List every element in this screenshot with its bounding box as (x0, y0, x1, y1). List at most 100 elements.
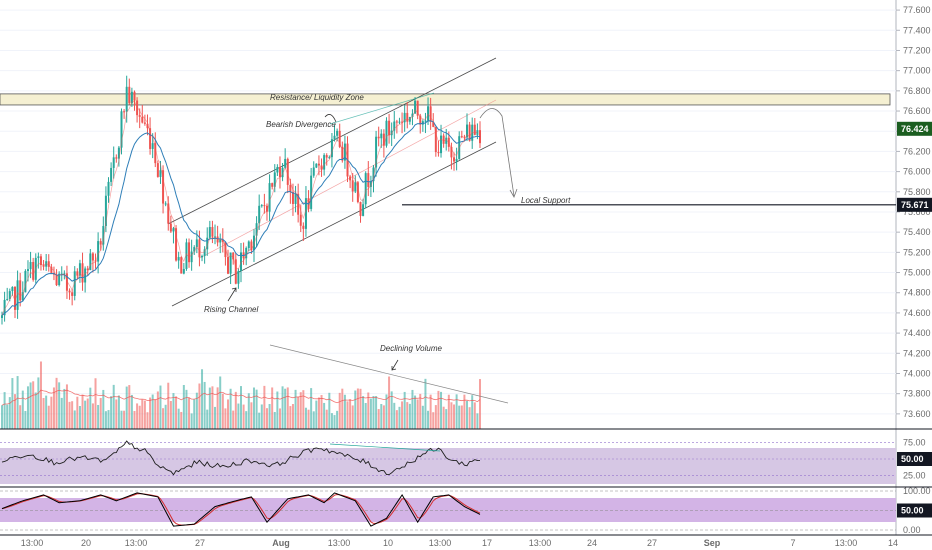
price-tick-label: 75.200 (903, 247, 931, 257)
time-tick-label: 13:00 (21, 538, 44, 548)
candle-body (442, 135, 445, 144)
candle-body (3, 299, 6, 316)
volume-bar (107, 410, 110, 429)
volume-bar (159, 385, 162, 429)
candle-body (375, 136, 378, 168)
candle-body (281, 167, 284, 178)
candle-body (299, 214, 302, 226)
price-tick-label: 74.400 (903, 328, 931, 338)
time-tick-label: 24 (587, 538, 597, 548)
candle-body (437, 152, 440, 154)
volume-bar (297, 396, 300, 429)
candle-body (195, 239, 198, 248)
volume-bar (416, 399, 419, 429)
time-axis[interactable]: 13:00 20 13:00 27 Aug 13:00 10 13:00 17 13:00 24 27… (21, 538, 898, 548)
candle-body (408, 116, 411, 122)
volume-bar (258, 412, 261, 429)
ema-line-blue (1, 120, 481, 316)
candle-body (260, 205, 263, 207)
price-tick-label: 73.800 (903, 389, 931, 399)
volume-bar (185, 389, 188, 429)
candle-body (429, 106, 432, 122)
candle-body (117, 147, 120, 159)
volume-bar (302, 390, 305, 429)
volume-bar (411, 389, 414, 429)
candle-body (13, 286, 16, 310)
volume-bar (252, 387, 255, 429)
candle-body (240, 252, 242, 271)
volume-bar (211, 386, 214, 429)
candle-body (71, 292, 74, 296)
price-tick-label: 75.000 (903, 268, 931, 278)
divergence-arrow (324, 114, 337, 123)
candle-body (317, 163, 320, 166)
candle-body (128, 86, 131, 104)
candle-body (434, 126, 437, 153)
volume-bar (16, 376, 19, 429)
stochastic-band (0, 498, 896, 522)
volume-bar (13, 394, 16, 429)
volume-bar (29, 382, 32, 429)
candle-body (455, 158, 458, 162)
candle-body (463, 136, 466, 138)
candle-body (333, 135, 336, 140)
price-axis[interactable]: 73.600 73.800 74.000 74.200 74.400 74.600 74.8… (896, 5, 931, 419)
resistance-zone-box (0, 93, 891, 106)
candle-body (328, 157, 331, 159)
candle-body (232, 252, 235, 260)
volume-bar (245, 411, 248, 429)
candle-body (406, 112, 409, 122)
volume-bar (11, 378, 14, 429)
candle-body (123, 111, 126, 113)
candle-body (130, 91, 133, 104)
volume-bar (141, 399, 144, 429)
candle-body (245, 247, 248, 259)
volume-bar (408, 403, 411, 429)
volume-bar (447, 394, 450, 429)
volume-bar (237, 403, 240, 429)
volume-bar (343, 394, 346, 429)
candle-body (193, 247, 196, 252)
volume-bar (278, 408, 281, 429)
rsi-line: 75.00 25.00 (0, 438, 926, 480)
volume-bar (445, 409, 448, 429)
price-tick-label: 75.400 (903, 227, 931, 237)
volume-bar (97, 404, 100, 429)
volume-bar (227, 399, 230, 429)
candle-body (198, 239, 201, 258)
volume-bar (349, 399, 352, 429)
volume-bar (380, 404, 383, 429)
volume-bar (203, 381, 206, 429)
candle-body (78, 263, 81, 276)
volume-bar (338, 392, 341, 429)
candle-body (169, 223, 172, 232)
volume-bar (162, 408, 165, 429)
candle-body (115, 157, 118, 159)
candle-body (19, 280, 22, 301)
volume-bar (71, 401, 74, 429)
volume-bar (167, 382, 170, 429)
volume-bar (146, 412, 149, 429)
volume-bar (346, 401, 349, 429)
volume-bar (58, 382, 61, 429)
volume-bar (271, 387, 274, 429)
price-tick-label: 76.200 (903, 146, 931, 156)
candle-body (356, 182, 359, 203)
candle-body (388, 120, 391, 136)
candle-body (372, 167, 375, 182)
resistance-zone-label: Resistance/ Liquidity Zone (270, 93, 364, 102)
volume-bar (216, 387, 219, 429)
price-tick-label: 74.800 (903, 288, 931, 298)
candle-body (65, 273, 68, 291)
candle-body (252, 235, 255, 251)
candle-body (11, 286, 14, 292)
candle-body (385, 120, 388, 146)
candle-body (138, 115, 141, 117)
volume-bar (180, 411, 183, 429)
candle-body (8, 291, 11, 299)
candle-body (81, 263, 84, 283)
volume-bar (3, 392, 6, 429)
candle-body (255, 223, 258, 236)
candle-body (146, 123, 149, 129)
